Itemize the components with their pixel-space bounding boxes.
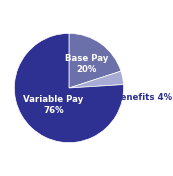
Wedge shape [69,33,121,88]
Text: Variable Pay
76%: Variable Pay 76% [23,95,83,115]
Text: Base Pay
20%: Base Pay 20% [65,54,108,74]
Text: Benefits 4%: Benefits 4% [114,93,172,102]
Wedge shape [69,71,124,88]
Wedge shape [14,33,124,143]
